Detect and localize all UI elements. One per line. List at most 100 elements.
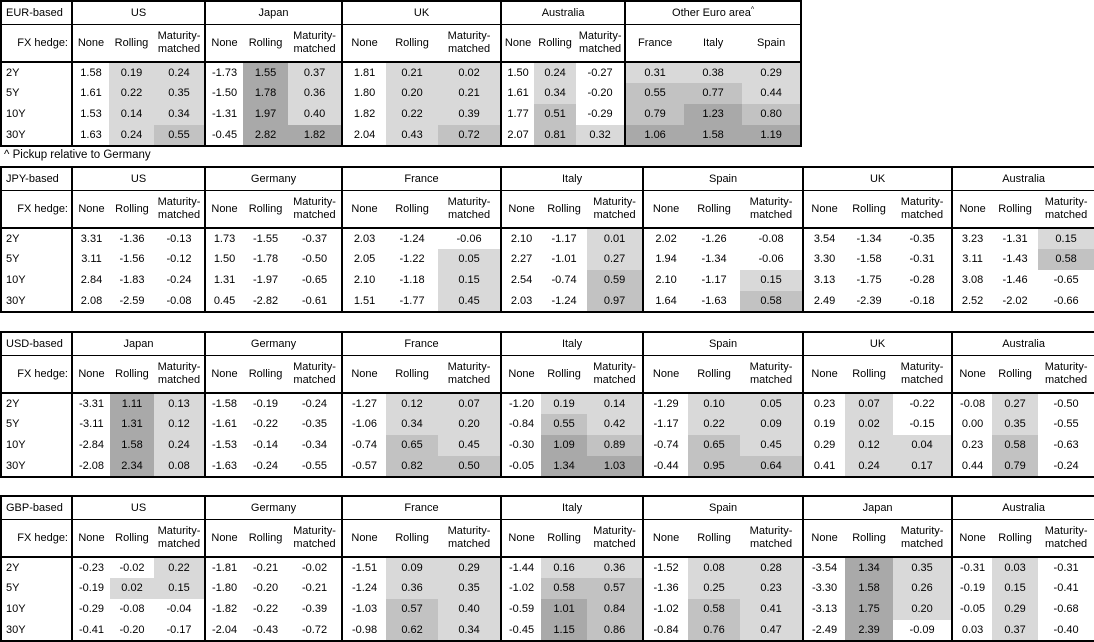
hedge-type-header: Maturity-matched bbox=[438, 355, 502, 394]
yield-cell: -0.08 bbox=[119, 603, 145, 616]
yield-cell: 1.61 bbox=[71, 83, 109, 104]
hedge-type-header: Maturity-matched bbox=[438, 519, 502, 558]
yield-cell: 2.39 bbox=[845, 620, 894, 641]
yield-cell: 1.34 bbox=[541, 456, 588, 477]
yield-cell: 0.03 bbox=[992, 557, 1039, 578]
yield-cell: 0.01 bbox=[587, 228, 644, 249]
yield-cell: -1.63 bbox=[204, 456, 244, 477]
yield-cell: -1.06 bbox=[341, 414, 387, 435]
yield-cell: -0.22 bbox=[252, 603, 279, 616]
yield-cell: -0.17 bbox=[166, 623, 192, 636]
country-header-germany: Germany bbox=[204, 167, 343, 191]
yield-cell: 0.58 bbox=[1038, 249, 1094, 270]
hedge-type-header: Rolling bbox=[110, 190, 154, 229]
yield-cell: -1.24 bbox=[341, 578, 387, 599]
hedge-type-header: None bbox=[341, 24, 387, 63]
yield-cell: -1.97 bbox=[252, 274, 279, 287]
base-currency-label: EUR-based bbox=[1, 1, 72, 25]
yield-cell: 1.11 bbox=[110, 393, 154, 414]
yield-cell: 0.36 bbox=[288, 83, 343, 104]
yield-cell: -1.78 bbox=[252, 253, 279, 266]
hedge-type-header: Maturity-matched bbox=[740, 190, 804, 229]
hedge-type-header: Maturity-matched bbox=[740, 355, 804, 394]
yield-cell: 1.64 bbox=[642, 291, 689, 312]
tenor-label: 10Y bbox=[6, 439, 26, 452]
hedge-type-header: Maturity-matched bbox=[1038, 190, 1094, 229]
hedge-type-header: Rolling bbox=[845, 190, 894, 229]
country-header-uk: UK bbox=[802, 167, 953, 191]
yield-cell: 0.39 bbox=[438, 104, 502, 125]
yield-cell: 0.35 bbox=[893, 557, 953, 578]
country-header-text: France bbox=[404, 337, 439, 350]
yield-cell: -0.44 bbox=[642, 456, 689, 477]
yield-cell: -0.14 bbox=[252, 439, 279, 452]
yield-cell: 1.19 bbox=[742, 125, 802, 146]
yield-cell: -1.17 bbox=[642, 414, 689, 435]
hedge-type-header: None bbox=[500, 24, 535, 63]
yield-cell: -1.44 bbox=[500, 557, 542, 578]
country-header-text: Germany bbox=[250, 337, 297, 350]
yield-cell: 0.20 bbox=[893, 599, 953, 620]
yield-cell: 0.12 bbox=[845, 435, 894, 456]
country-header-japan: Japan bbox=[70, 332, 206, 356]
hedge-type-header: Rolling bbox=[992, 190, 1039, 229]
country-header-italy: Italy bbox=[500, 167, 644, 191]
yield-cell: 1.31 bbox=[110, 414, 154, 435]
yield-cell: 2.03 bbox=[500, 291, 542, 312]
yield-cell: -0.74 bbox=[341, 435, 387, 456]
yield-cell: 0.86 bbox=[587, 620, 644, 641]
hedge-type-header: Maturity-matched bbox=[587, 519, 644, 558]
hedge-type-header: Rolling bbox=[541, 190, 588, 229]
jpy-based-table: JPY-based US Germany France Italy Spain UK Aust… bbox=[0, 166, 1094, 313]
hedge-type-header: Rolling bbox=[386, 190, 439, 229]
yield-cell: 0.15 bbox=[992, 578, 1039, 599]
base-currency-label: USD-based bbox=[1, 332, 72, 356]
yield-cell: 2.82 bbox=[243, 125, 289, 146]
hedge-type-header: None bbox=[204, 519, 244, 558]
yield-cell: 1.94 bbox=[642, 249, 689, 270]
yield-cell: 0.15 bbox=[740, 270, 804, 291]
yield-cell: -0.37 bbox=[301, 232, 328, 245]
yield-cell: 0.95 bbox=[688, 456, 741, 477]
pickup-country-header: Spain bbox=[742, 24, 802, 63]
country-header-italy: Italy bbox=[500, 332, 644, 356]
yield-cell: -0.30 bbox=[500, 435, 542, 456]
yield-cell: 0.35 bbox=[992, 414, 1039, 435]
yield-cell: 0.23 bbox=[740, 578, 804, 599]
hedge-type-header: None bbox=[204, 24, 244, 63]
yield-cell: -0.20 bbox=[119, 623, 145, 636]
country-header-text: France bbox=[404, 501, 439, 514]
yield-cell: -0.55 bbox=[1053, 418, 1079, 431]
yield-cell: -1.03 bbox=[341, 599, 387, 620]
yield-cell: 1.34 bbox=[845, 557, 894, 578]
yield-cell: 0.19 bbox=[541, 393, 588, 414]
fx-hedge-label: FX hedge: bbox=[1, 355, 72, 394]
yield-cell: 0.79 bbox=[624, 104, 685, 125]
country-header-japan: Japan bbox=[802, 496, 953, 520]
yield-cell: 3.11 bbox=[951, 249, 993, 270]
country-header-italy: Italy bbox=[500, 496, 644, 520]
yield-cell: 0.47 bbox=[740, 620, 804, 641]
yield-cell: 0.13 bbox=[154, 393, 206, 414]
yield-cell: -0.84 bbox=[500, 414, 542, 435]
yield-cell: 1.53 bbox=[71, 104, 109, 125]
country-header-australia: Australia bbox=[951, 332, 1094, 356]
yield-cell: 0.55 bbox=[154, 125, 206, 146]
yield-cell: 0.58 bbox=[992, 435, 1039, 456]
yield-cell: 0.09 bbox=[386, 557, 439, 578]
country-header-us: US bbox=[70, 1, 206, 25]
yield-cell: -2.49 bbox=[802, 620, 846, 641]
hedge-type-header: None bbox=[204, 355, 244, 394]
yield-cell: 2.05 bbox=[341, 249, 387, 270]
yield-cell: 0.81 bbox=[534, 125, 577, 146]
hedge-type-header: None bbox=[500, 519, 542, 558]
yield-cell: 0.35 bbox=[438, 578, 502, 599]
yield-cell: 3.31 bbox=[71, 228, 110, 249]
pickup-footnote: ^ Pickup relative to Germany bbox=[4, 149, 151, 161]
tenor-label: 5Y bbox=[6, 253, 20, 266]
hedge-type-header: Rolling bbox=[243, 24, 289, 63]
yield-cell: -1.27 bbox=[341, 393, 387, 414]
yield-cell: -1.02 bbox=[642, 599, 689, 620]
hedge-type-header: Rolling bbox=[110, 519, 154, 558]
yield-cell: 0.76 bbox=[688, 620, 741, 641]
